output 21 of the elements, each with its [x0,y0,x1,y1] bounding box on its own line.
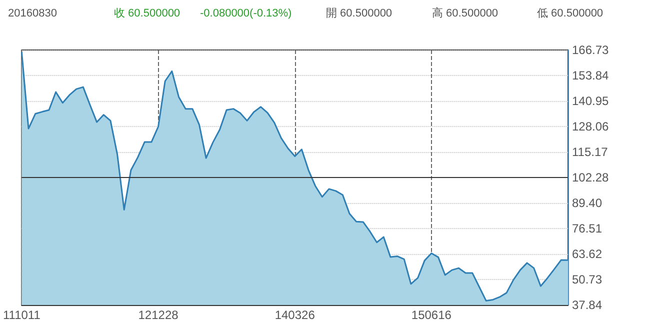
x-tick-label: 140326 [274,308,316,322]
y-tick-label: 76.51 [572,221,602,236]
x-tick-label: 150616 [411,308,452,322]
text: -0.080000(-0.13%) [200,8,292,20]
y-tick-label: 89.40 [572,196,602,210]
text: 高 60.500000 [432,6,498,20]
y-tick-label: 50.73 [572,272,602,286]
text: 開 60.500000 [326,8,392,20]
x-tick-label: 111011 [3,308,41,322]
y-tick-label: 128.06 [572,120,610,134]
text: 收 60.500000 [114,8,180,20]
y-tick-label: 102.28 [572,170,610,185]
y-tick-label: 166.73 [572,43,610,57]
y-tick-label: 153.84 [572,68,610,82]
text: 20160830 [8,8,57,20]
text: 低 60.500000 [537,8,604,20]
y-tick-label: 140.95 [572,94,610,108]
y-tick-label: 63.62 [572,246,602,261]
x-tick-label: 121228 [138,308,179,322]
y-tick-label: 37.84 [572,298,602,312]
y-tick-label: 115.17 [572,145,608,160]
